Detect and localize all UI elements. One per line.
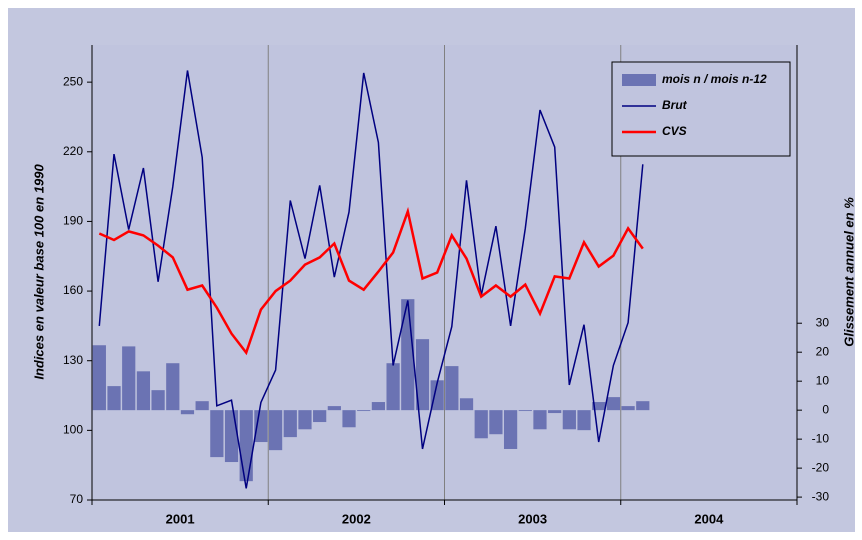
bar [210,410,224,458]
bar [180,410,195,415]
line [98,70,644,489]
x-tick-label: 2001 [166,511,195,526]
bar [327,406,341,411]
bar [474,410,488,439]
y2-tick-label: 10 [816,373,830,387]
y2-tick-label: 30 [816,315,830,329]
bar [445,366,459,411]
y-tick-label: 220 [63,144,83,158]
bar [92,345,106,411]
x-tick-label: 2004 [694,511,724,526]
bar [606,397,621,411]
bar [636,401,650,411]
legend-label: mois n / mois n-12 [662,72,767,86]
bar [415,339,430,411]
y-tick-label: 70 [70,492,84,506]
bar [386,363,400,411]
y2-axis-title: Glissement annuel en % [841,197,856,347]
bar [548,410,562,414]
bar [166,363,180,411]
bar [239,410,253,482]
bar [122,346,136,411]
bar [577,410,591,431]
bar [283,410,297,438]
bar [298,410,312,430]
bar [357,410,371,412]
bar [430,380,444,411]
bar [459,398,474,411]
bar [151,390,165,411]
bar [371,402,386,411]
line [98,206,644,356]
bar [503,410,518,449]
bar [107,386,121,411]
y-tick-label: 130 [63,353,83,367]
bar [401,299,415,411]
y2-tick-label: -10 [812,431,830,445]
bar [621,406,635,411]
bar [518,410,532,412]
bar [533,410,547,430]
y-tick-label: 100 [63,423,83,437]
bar [313,410,327,423]
y-tick-label: 160 [63,283,83,297]
bar [562,410,576,430]
legend-label: CVS [662,124,687,138]
x-tick-label: 2002 [342,511,371,526]
y2-tick-label: 0 [822,402,829,416]
y2-tick-label: 20 [816,344,830,358]
legend-swatch [622,74,656,86]
y-tick-label: 250 [63,74,83,88]
x-tick-label: 2003 [518,511,547,526]
y-axis-title: Indices en valeur base 100 en 1990 [31,164,46,380]
bar [224,410,239,463]
y-tick-label: 190 [63,214,83,228]
bar [592,402,606,411]
bar [136,371,151,411]
bar [489,410,503,435]
y2-tick-label: -20 [812,460,830,474]
bar [342,410,356,428]
y2-tick-label: -30 [812,489,830,503]
bar [195,401,209,411]
legend-label: Brut [662,98,688,112]
bar [268,410,283,451]
